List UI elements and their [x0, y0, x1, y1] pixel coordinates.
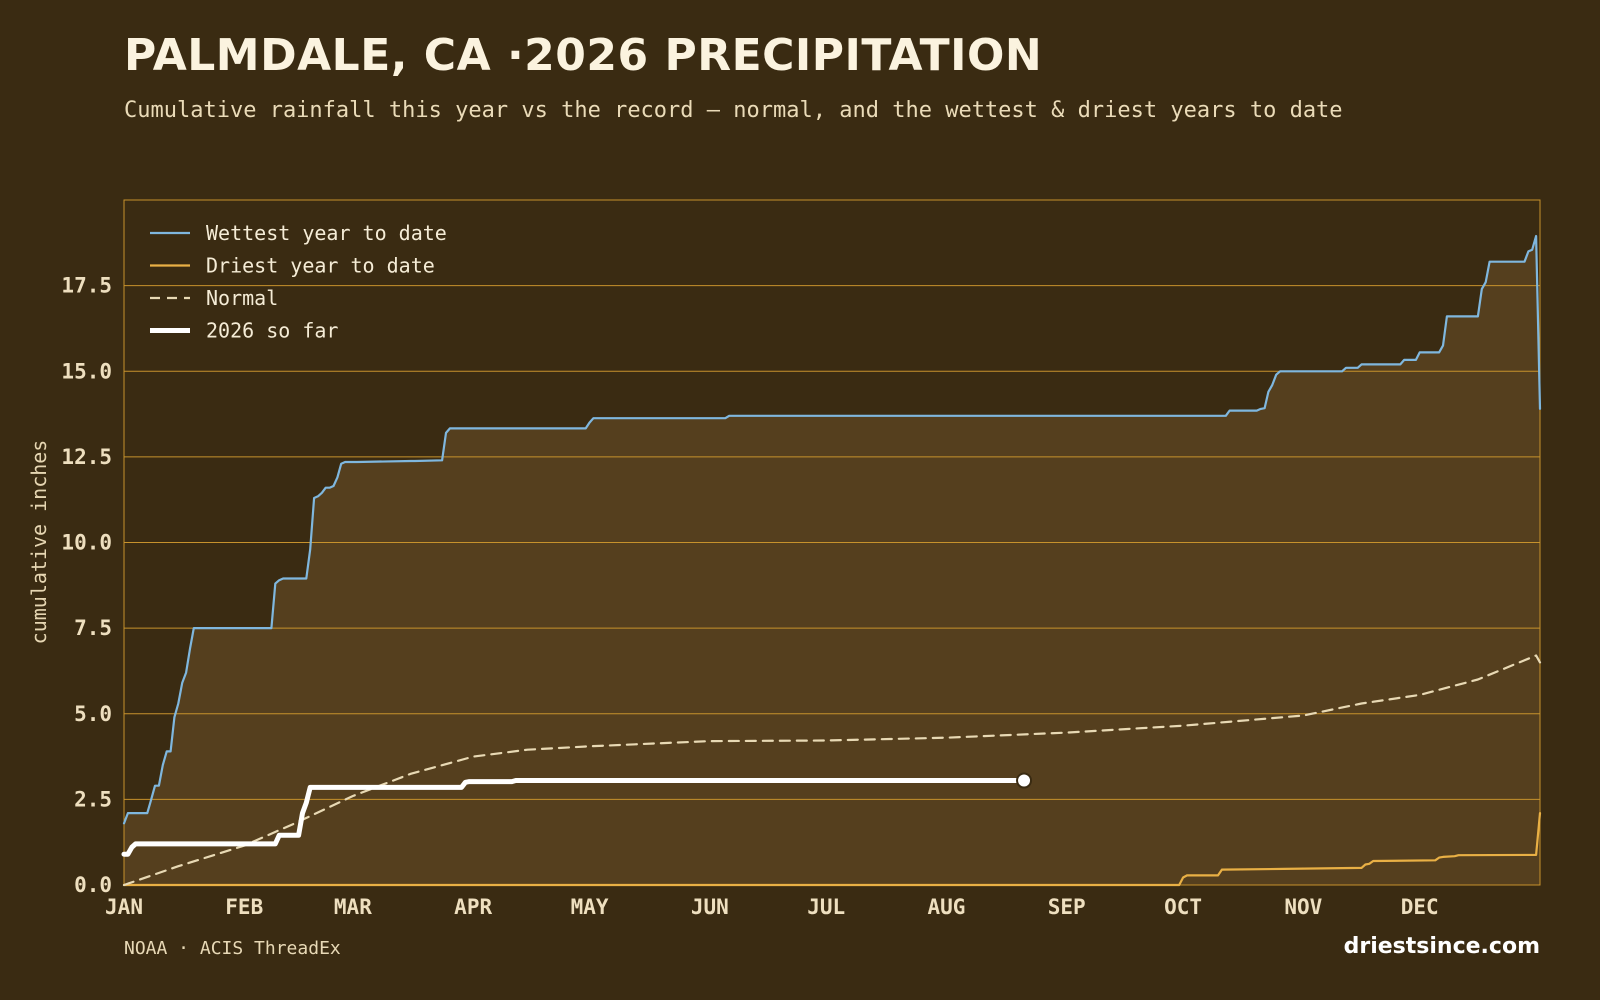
driest-line	[122, 812, 1542, 887]
x-tick-label-oct: OCT	[1164, 895, 1202, 919]
normal-line	[122, 654, 1542, 887]
x-tick-label-jun: JUN	[691, 895, 729, 919]
gridlines	[124, 285, 1540, 800]
legend-label: Driest year to date	[206, 254, 435, 278]
x-tick-label-feb: FEB	[225, 895, 263, 919]
y-tick-label: 15.0	[61, 359, 112, 383]
legend: Wettest year to date Driest year to date N…	[150, 221, 447, 343]
x-tick-label-mar: MAR	[334, 895, 372, 919]
y-tick-label: 7.5	[74, 616, 112, 640]
y-tick-label: 0.0	[74, 873, 112, 897]
wettest-line	[122, 234, 1542, 825]
data-source: NOAA · ACIS ThreadEx	[124, 938, 341, 959]
x-tick-label-sep: SEP	[1048, 895, 1086, 919]
legend-label: Wettest year to date	[206, 221, 447, 245]
legend-label: Normal	[206, 286, 278, 310]
page-title: PALMDALE, CA ·2026 PRECIPITATION	[124, 30, 1043, 81]
x-tick-label-may: MAY	[571, 895, 609, 919]
wettest-fill-area	[124, 236, 1540, 885]
y-tick-label: 17.5	[61, 274, 112, 298]
y-tick-label: 2.5	[74, 787, 112, 811]
page-subtitle: Cumulative rainfall this year vs the rec…	[124, 98, 1343, 123]
x-axis-ticks: JAN FEB MAR APR MAY JUN JUL AUG SEP OCT NOV DEC	[105, 895, 1439, 919]
x-tick-label-jul: JUL	[807, 895, 845, 919]
wettest-area-fill	[124, 236, 1540, 885]
legend-label: 2026 so far	[206, 319, 338, 343]
x-tick-label-nov: NOV	[1284, 895, 1322, 919]
x-tick-label-dec: DEC	[1401, 895, 1439, 919]
site-brand[interactable]: driestsince.com	[1343, 934, 1540, 959]
x-tick-label-aug: AUG	[927, 895, 965, 919]
y-tick-label: 10.0	[61, 531, 112, 555]
y-axis-ticks: 0.0 2.5 5.0 7.5 10.0 12.5 15.0 17.5	[61, 274, 112, 897]
current-year-line	[121, 778, 1027, 857]
y-tick-label: 12.5	[61, 445, 112, 469]
series-lines	[121, 234, 1542, 887]
x-tick-label-jan: JAN	[105, 895, 143, 919]
y-tick-label: 5.0	[74, 702, 112, 726]
current-year-marker	[1016, 772, 1033, 789]
x-tick-label-apr: APR	[454, 895, 492, 919]
y-axis-title: cumulative inches	[27, 440, 51, 645]
